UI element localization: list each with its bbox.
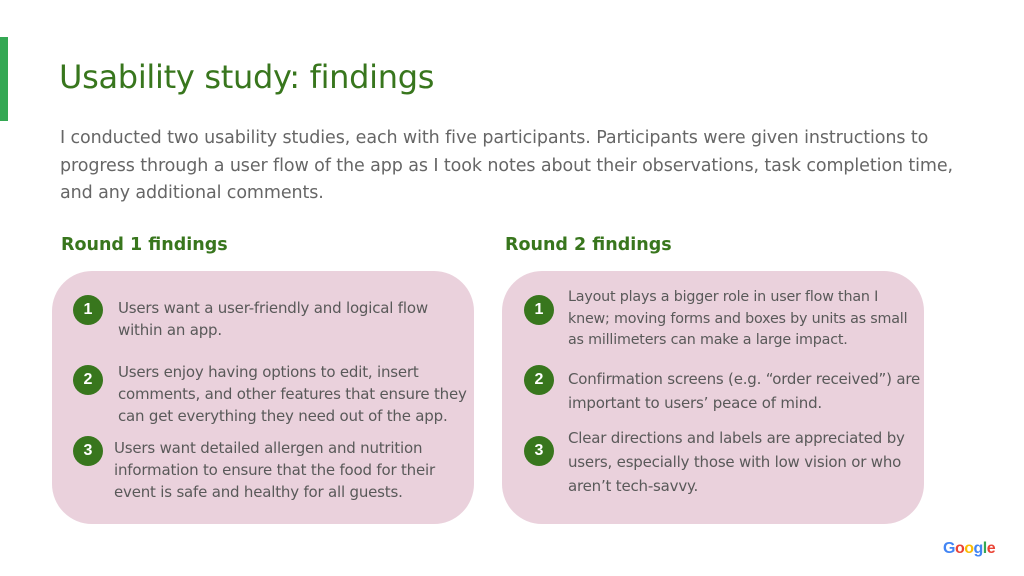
finding-text: Users enjoy having options to edit, inse… (118, 363, 467, 425)
round-2-card: 1 Layout plays a bigger role in user flo… (502, 271, 924, 524)
finding-text: Users want a user-friendly and logical f… (118, 299, 428, 339)
number-badge: 2 (73, 365, 103, 395)
round-1-heading: Round 1 findings (61, 235, 228, 255)
round-2-heading: Round 2 findings (505, 235, 672, 255)
finding-text: Confirmation screens (e.g. “order receiv… (568, 370, 920, 412)
number-badge: 2 (524, 365, 554, 395)
number-badge: 1 (73, 295, 103, 325)
finding-text: Clear directions and labels are apprecia… (568, 429, 905, 495)
number-badge: 3 (524, 436, 554, 466)
google-logo: Google (943, 540, 996, 557)
slide-title: Usability study: findings (59, 58, 435, 96)
number-badge: 3 (73, 436, 103, 466)
finding-text: Users want detailed allergen and nutriti… (114, 439, 435, 501)
round-1-card: 1 Users want a user-friendly and logical… (52, 271, 474, 524)
accent-bar (0, 37, 8, 121)
number-badge: 1 (524, 295, 554, 325)
finding-text: Layout plays a bigger role in user flow … (568, 289, 908, 348)
intro-paragraph: I conducted two usability studies, each … (60, 128, 954, 203)
